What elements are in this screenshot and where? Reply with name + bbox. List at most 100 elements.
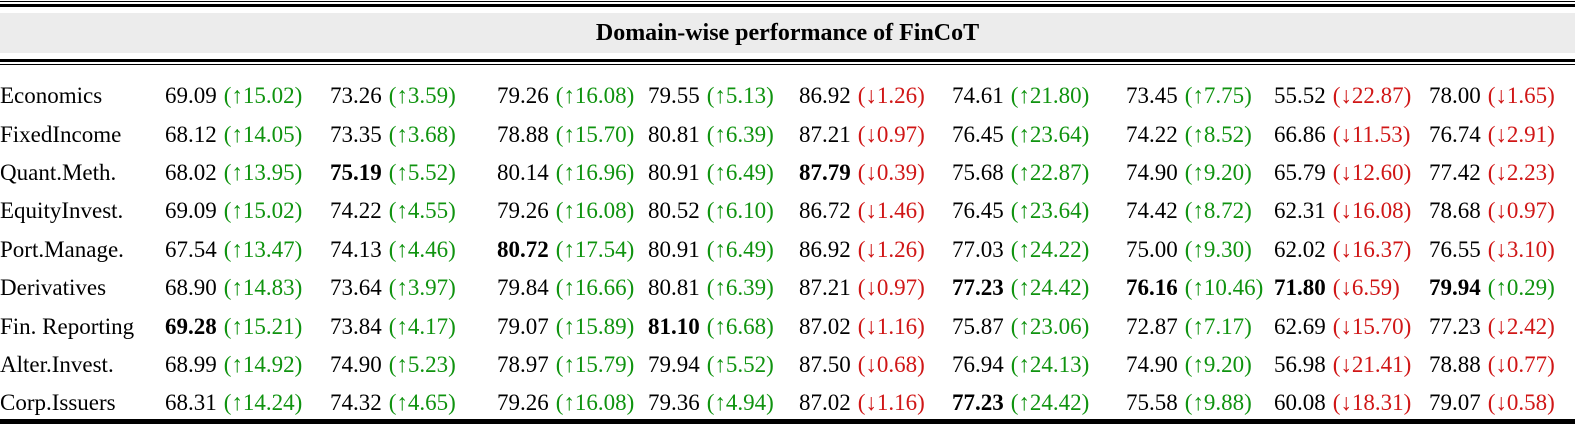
score-value: 76.45 bbox=[952, 198, 1004, 224]
delta-up-arrow-value: (↑15.02) bbox=[223, 198, 303, 224]
delta-up-arrow-value: (↑16.08) bbox=[555, 198, 635, 224]
score-cell: 73.45 (↑7.75) bbox=[1126, 77, 1274, 115]
delta-up-arrow-value: (↑22.87) bbox=[1010, 159, 1090, 185]
delta-up-arrow-value: (↑8.72) bbox=[1184, 198, 1252, 224]
score-cell: 86.92 (↓1.26) bbox=[799, 231, 952, 269]
score-cell: 62.02 (↓16.37) bbox=[1274, 231, 1429, 269]
score-value: 86.92 bbox=[799, 236, 851, 262]
score-value: 73.26 bbox=[330, 83, 382, 109]
score-value: 74.22 bbox=[1126, 121, 1178, 147]
delta-up-arrow-value: (↑23.64) bbox=[1010, 121, 1090, 147]
delta-up-arrow-value: (↑6.68) bbox=[706, 313, 774, 339]
top-rule-thick bbox=[0, 4, 1575, 7]
score-cell: 69.28 (↑15.21) bbox=[165, 307, 330, 345]
score-value: 78.00 bbox=[1429, 83, 1481, 109]
score-value: 68.99 bbox=[165, 351, 217, 377]
delta-up-arrow-value: (↑4.94) bbox=[706, 390, 774, 416]
score-value: 80.81 bbox=[648, 121, 700, 147]
delta-down-arrow-value: (↓15.70) bbox=[1332, 313, 1412, 339]
score-cell: 80.91 (↑6.49) bbox=[648, 154, 799, 192]
delta-up-arrow-value: (↑6.39) bbox=[706, 121, 774, 147]
score-value: 69.09 bbox=[165, 198, 217, 224]
score-value: 68.31 bbox=[165, 390, 217, 416]
score-cell: 69.09 (↑15.02) bbox=[165, 77, 330, 115]
score-value: 77.23 bbox=[952, 275, 1004, 301]
score-cell: 73.64 (↑3.97) bbox=[330, 269, 497, 307]
delta-up-arrow-value: (↑6.10) bbox=[706, 198, 774, 224]
score-value: 78.88 bbox=[1429, 351, 1481, 377]
delta-down-arrow-value: (↓2.42) bbox=[1487, 313, 1555, 339]
score-cell: 87.02 (↓1.16) bbox=[799, 307, 952, 345]
row-label: Fin. Reporting bbox=[0, 313, 135, 339]
score-cell: 60.08 (↓18.31) bbox=[1274, 384, 1429, 422]
score-cell: 74.90 (↑9.20) bbox=[1126, 346, 1274, 384]
delta-down-arrow-value: (↓2.91) bbox=[1487, 121, 1555, 147]
delta-down-arrow-value: (↓1.16) bbox=[857, 313, 925, 339]
score-cell: 76.16 (↑10.46) bbox=[1126, 269, 1274, 307]
score-value: 71.80 bbox=[1274, 275, 1326, 301]
table-row: FixedIncome 68.12 (↑14.05) 73.35 (↑3.68) 78.8… bbox=[0, 115, 1575, 153]
delta-down-arrow-value: (↓1.26) bbox=[857, 236, 925, 262]
row-label: Quant.Meth. bbox=[0, 159, 117, 185]
score-cell: 75.58 (↑9.88) bbox=[1126, 384, 1274, 422]
score-cell: 87.21 (↓0.97) bbox=[799, 115, 952, 153]
delta-up-arrow-value: (↑6.39) bbox=[706, 275, 774, 301]
table-row: Alter.Invest. 68.99 (↑14.92) 74.90 (↑5.23) 78… bbox=[0, 346, 1575, 384]
score-value: 74.90 bbox=[1126, 159, 1178, 185]
score-cell: 67.54 (↑13.47) bbox=[165, 231, 330, 269]
delta-down-arrow-value: (↓1.26) bbox=[857, 83, 925, 109]
score-value: 74.42 bbox=[1126, 198, 1178, 224]
delta-up-arrow-value: (↑6.49) bbox=[706, 159, 774, 185]
table-row: Derivatives 68.90 (↑14.83) 73.64 (↑3.97) 79.8… bbox=[0, 269, 1575, 307]
delta-down-arrow-value: (↓21.41) bbox=[1332, 351, 1412, 377]
score-cell: 79.26 (↑16.08) bbox=[497, 77, 648, 115]
score-cell: 73.84 (↑4.17) bbox=[330, 307, 497, 345]
delta-up-arrow-value: (↑5.13) bbox=[706, 83, 774, 109]
delta-up-arrow-value: (↑4.65) bbox=[388, 390, 456, 416]
table-title-band: Domain-wise performance of FinCoT bbox=[0, 13, 1575, 53]
score-value: 87.21 bbox=[799, 275, 851, 301]
table-row: Economics 69.09 (↑15.02) 73.26 (↑3.59) 79.26(… bbox=[0, 77, 1575, 115]
score-cell: 76.94 (↑24.13) bbox=[952, 346, 1126, 384]
score-cell: 87.50 (↓0.68) bbox=[799, 346, 952, 384]
table-title: Domain-wise performance of FinCoT bbox=[595, 19, 980, 46]
score-value: 80.52 bbox=[648, 198, 700, 224]
score-value: 77.03 bbox=[952, 236, 1004, 262]
scores-table: Economics 69.09 (↑15.02) 73.26 (↑3.59) 79.26(… bbox=[0, 77, 1575, 423]
delta-up-arrow-value: (↑13.95) bbox=[223, 159, 303, 185]
delta-down-arrow-value: (↓16.08) bbox=[1332, 198, 1412, 224]
delta-up-arrow-value: (↑7.75) bbox=[1184, 83, 1252, 109]
delta-up-arrow-value: (↑4.55) bbox=[388, 198, 456, 224]
score-cell: 79.07 (↓0.58) bbox=[1429, 384, 1575, 422]
delta-down-arrow-value: (↓0.97) bbox=[857, 121, 925, 147]
mid-rule-thin bbox=[0, 64, 1575, 65]
score-value: 87.02 bbox=[799, 390, 851, 416]
score-cell: 69.09 (↑15.02) bbox=[165, 192, 330, 230]
delta-up-arrow-value: (↑0.29) bbox=[1487, 275, 1555, 301]
delta-up-arrow-value: (↑6.49) bbox=[706, 236, 774, 262]
score-value: 56.98 bbox=[1274, 351, 1326, 377]
delta-up-arrow-value: (↑14.05) bbox=[223, 121, 303, 147]
delta-down-arrow-value: (↓22.87) bbox=[1332, 83, 1412, 109]
delta-up-arrow-value: (↑10.46) bbox=[1184, 275, 1264, 301]
delta-up-arrow-value: (↑16.66) bbox=[555, 275, 635, 301]
score-cell: 87.21 (↓0.97) bbox=[799, 269, 952, 307]
delta-up-arrow-value: (↑23.06) bbox=[1010, 313, 1090, 339]
score-cell: 74.22 (↑4.55) bbox=[330, 192, 497, 230]
row-label: FixedIncome bbox=[0, 121, 122, 147]
score-cell: 79.94 (↑0.29) bbox=[1429, 269, 1575, 307]
top-rule-thin bbox=[0, 1, 1575, 2]
delta-up-arrow-value: (↑16.96) bbox=[555, 159, 635, 185]
table-row: Corp.Issuers 68.31 (↑14.24) 74.32 (↑4.65) 79.… bbox=[0, 384, 1575, 422]
delta-up-arrow-value: (↑16.08) bbox=[555, 390, 635, 416]
delta-up-arrow-value: (↑21.80) bbox=[1010, 83, 1090, 109]
delta-down-arrow-value: (↓2.23) bbox=[1487, 159, 1555, 185]
score-cell: 76.45 (↑23.64) bbox=[952, 115, 1126, 153]
score-cell: 77.23 (↑24.42) bbox=[952, 269, 1126, 307]
score-cell: 81.10 (↑6.68) bbox=[648, 307, 799, 345]
score-cell: 72.87 (↑7.17) bbox=[1126, 307, 1274, 345]
delta-down-arrow-value: (↓1.46) bbox=[857, 198, 925, 224]
delta-down-arrow-value: (↓6.59) bbox=[1332, 275, 1400, 301]
delta-up-arrow-value: (↑3.68) bbox=[388, 121, 456, 147]
